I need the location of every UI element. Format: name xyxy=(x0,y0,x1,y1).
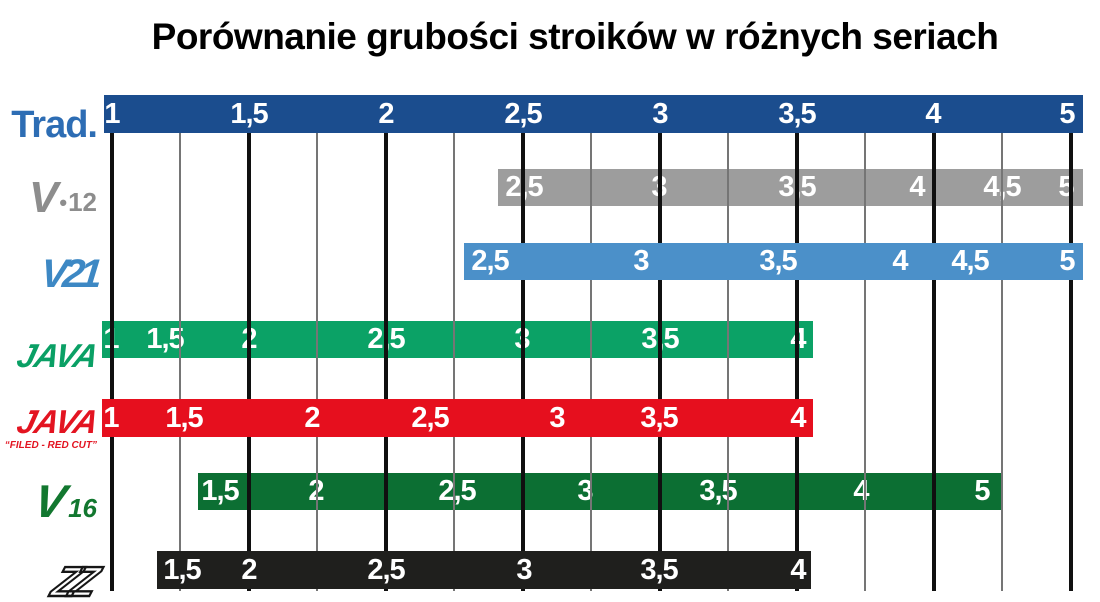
series-logo-v12: V • 12 xyxy=(29,173,97,222)
strength-label-v21-3.5: 3,5 xyxy=(759,245,797,277)
gridline-thin xyxy=(179,133,181,591)
gridline-thin xyxy=(453,133,455,591)
gridline-thick xyxy=(110,133,114,591)
strength-label-v16-3.5: 3,5 xyxy=(699,475,737,507)
gridline-thick xyxy=(932,133,936,591)
strength-label-java-red-2: 2 xyxy=(304,402,320,434)
series-logo-v21: V21 xyxy=(38,252,100,296)
strength-label-v21-4: 4 xyxy=(892,245,908,277)
series-logo-trad: Trad. xyxy=(11,104,98,146)
series-logo-java: JAVA xyxy=(13,337,102,374)
strength-label-java-red-1: 1 xyxy=(103,402,119,434)
strength-label-trad-1: 1 xyxy=(104,98,120,130)
strength-label-java-red-4: 4 xyxy=(790,402,806,434)
strength-label-zz-3: 3 xyxy=(516,554,532,586)
strength-label-v21-2.5: 2,5 xyxy=(471,245,509,277)
strength-label-java-red-3: 3 xyxy=(549,402,565,434)
gridline-thin xyxy=(316,133,318,591)
gridline-thin xyxy=(590,133,592,591)
strength-label-trad-2: 2 xyxy=(378,98,394,130)
strength-label-java-red-3.5: 3,5 xyxy=(640,402,678,434)
bar-zz: 1,5 2 2,5 3 3,5 4 xyxy=(157,551,811,589)
strength-label-zz-4: 4 xyxy=(790,554,806,586)
strength-label-v16-4: 4 xyxy=(853,475,869,507)
gridline-thick xyxy=(1069,133,1073,591)
bar-v16: 1,522,533,545 xyxy=(198,473,1001,510)
bar-v12: 2,533,544,55 xyxy=(498,169,1083,206)
strength-label-v16-5: 5 xyxy=(974,475,990,507)
strength-label-trad-5: 5 xyxy=(1059,98,1075,130)
strength-label-v12-4: 4 xyxy=(909,171,925,203)
strength-label-zz-1.5: 1,5 xyxy=(163,554,201,586)
gridline-thick xyxy=(795,133,799,591)
strength-label-java-red-2.5: 2,5 xyxy=(411,402,449,434)
strength-label-trad-3: 3 xyxy=(652,98,668,130)
strength-label-v16-1.5: 1,5 xyxy=(201,475,239,507)
gridline-thick xyxy=(247,133,251,591)
gridline-thin xyxy=(864,133,866,591)
chart-title: Porównanie grubości stroików w różnych s… xyxy=(151,16,999,57)
gridline-thin xyxy=(1001,133,1003,591)
strength-label-v16-2.5: 2,5 xyxy=(438,475,476,507)
gridline-thick xyxy=(521,133,525,591)
strength-label-v21-3: 3 xyxy=(633,245,649,277)
gridline-thin xyxy=(727,133,729,591)
strength-label-zz-3.5: 3,5 xyxy=(640,554,678,586)
strength-label-trad-4: 4 xyxy=(925,98,941,130)
gridline-thick xyxy=(658,133,662,591)
strength-label-trad-1.5: 1,5 xyxy=(230,98,268,130)
bar-v21: 2,5 3 3,5 4 4,5 5 xyxy=(464,243,1083,280)
strength-label-v16-3: 3 xyxy=(577,475,593,507)
strength-label-zz-2.5: 2,5 xyxy=(367,554,405,586)
strength-label-java-1.5: 1,5 xyxy=(146,323,184,355)
strength-label-v21-4.5: 4,5 xyxy=(951,245,989,277)
strength-label-java-red-1.5: 1,5 xyxy=(165,402,203,434)
series-logo-java-red: JAVA “FILED - RED CUT” xyxy=(4,403,102,451)
bar-java-red: 1 1,5 2 2,5 3 3,5 4 xyxy=(102,399,813,437)
series-logo-zz: ZZ xyxy=(45,557,98,602)
strength-label-v21-5: 5 xyxy=(1059,245,1075,277)
bar-java: 11,522,533,54 xyxy=(102,321,813,358)
series-logo-v16: V 16 xyxy=(30,475,97,527)
bar-trad: 1 1,5 2 2,5 3 3,5 4 5 xyxy=(104,95,1083,133)
strength-label-trad-2.5: 2,5 xyxy=(504,98,542,130)
strength-label-trad-3.5: 3,5 xyxy=(778,98,816,130)
strength-label-zz-2: 2 xyxy=(241,554,257,586)
gridline-thick xyxy=(384,133,388,591)
